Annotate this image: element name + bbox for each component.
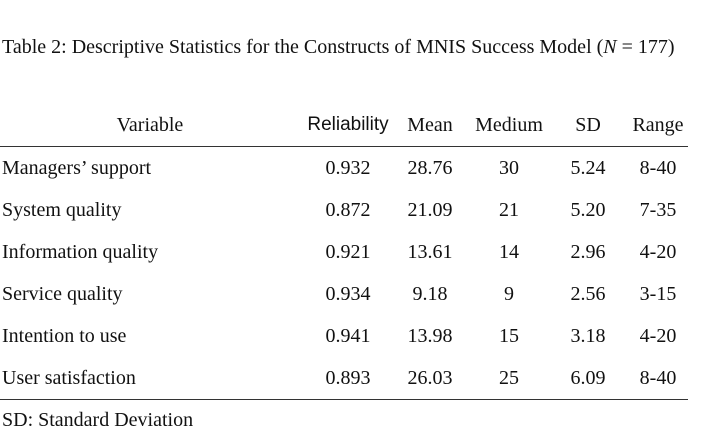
- table-cell: 8-40: [639, 367, 677, 389]
- table-cell: 7-35: [639, 199, 677, 221]
- column-header: Reliability: [307, 114, 389, 135]
- table-caption: Table 2: Descriptive Statistics for the …: [2, 26, 697, 68]
- table-cell: 0.932: [325, 157, 371, 179]
- table-cell: 5.24: [570, 157, 606, 179]
- table-cell: 9: [504, 283, 514, 305]
- table-cell: 14: [499, 241, 519, 263]
- table-cell: 25: [499, 367, 519, 389]
- table-cell: 5.20: [570, 199, 606, 221]
- table-cell: 2.96: [570, 241, 606, 263]
- row-label: System quality: [2, 199, 122, 221]
- column-header: SD: [575, 114, 601, 136]
- table-cell: 4-20: [639, 325, 677, 347]
- table-cell: 9.18: [412, 283, 448, 305]
- table-cell: 0.941: [325, 325, 371, 347]
- table-cell: 3.18: [570, 325, 606, 347]
- table-cell: 28.76: [407, 157, 453, 179]
- table-cell: 0.934: [325, 283, 371, 305]
- row-label: User satisfaction: [2, 367, 136, 389]
- table-cell: 0.893: [325, 367, 371, 389]
- row-label: Information quality: [2, 241, 159, 263]
- table-cell: 2.56: [570, 283, 606, 305]
- table-cell: 21: [499, 199, 519, 221]
- caption-text: = 177): [616, 36, 675, 58]
- table-cell: 30: [499, 157, 519, 179]
- caption-text: Table 2: Descriptive Statistics for the …: [2, 36, 604, 58]
- table-cell: 3-15: [639, 283, 677, 305]
- table-cell: 6.09: [570, 367, 606, 389]
- table-cell: 4-20: [639, 241, 677, 263]
- column-header: Mean: [407, 114, 453, 136]
- row-label: Managers’ support: [2, 157, 152, 179]
- table-cell: 13.61: [407, 241, 453, 263]
- row-label: Intention to use: [2, 325, 127, 347]
- table-cell: 15: [499, 325, 519, 347]
- column-header: Medium: [475, 114, 543, 136]
- table-cell: 0.872: [325, 199, 371, 221]
- table-cell: 8-40: [639, 157, 677, 179]
- table-cell: 21.09: [407, 199, 453, 221]
- table-cell: 26.03: [407, 367, 453, 389]
- column-header: Variable: [116, 114, 184, 136]
- column-header: Range: [632, 114, 684, 136]
- table-footnote: SD: Standard Deviation: [2, 409, 194, 431]
- table-cell: 0.921: [325, 241, 371, 263]
- table-bottom-rule: [0, 399, 688, 400]
- table-cell: 13.98: [407, 325, 453, 347]
- row-label: Service quality: [2, 283, 123, 305]
- table-top-rule: [0, 146, 688, 147]
- caption-italic: N: [603, 36, 617, 58]
